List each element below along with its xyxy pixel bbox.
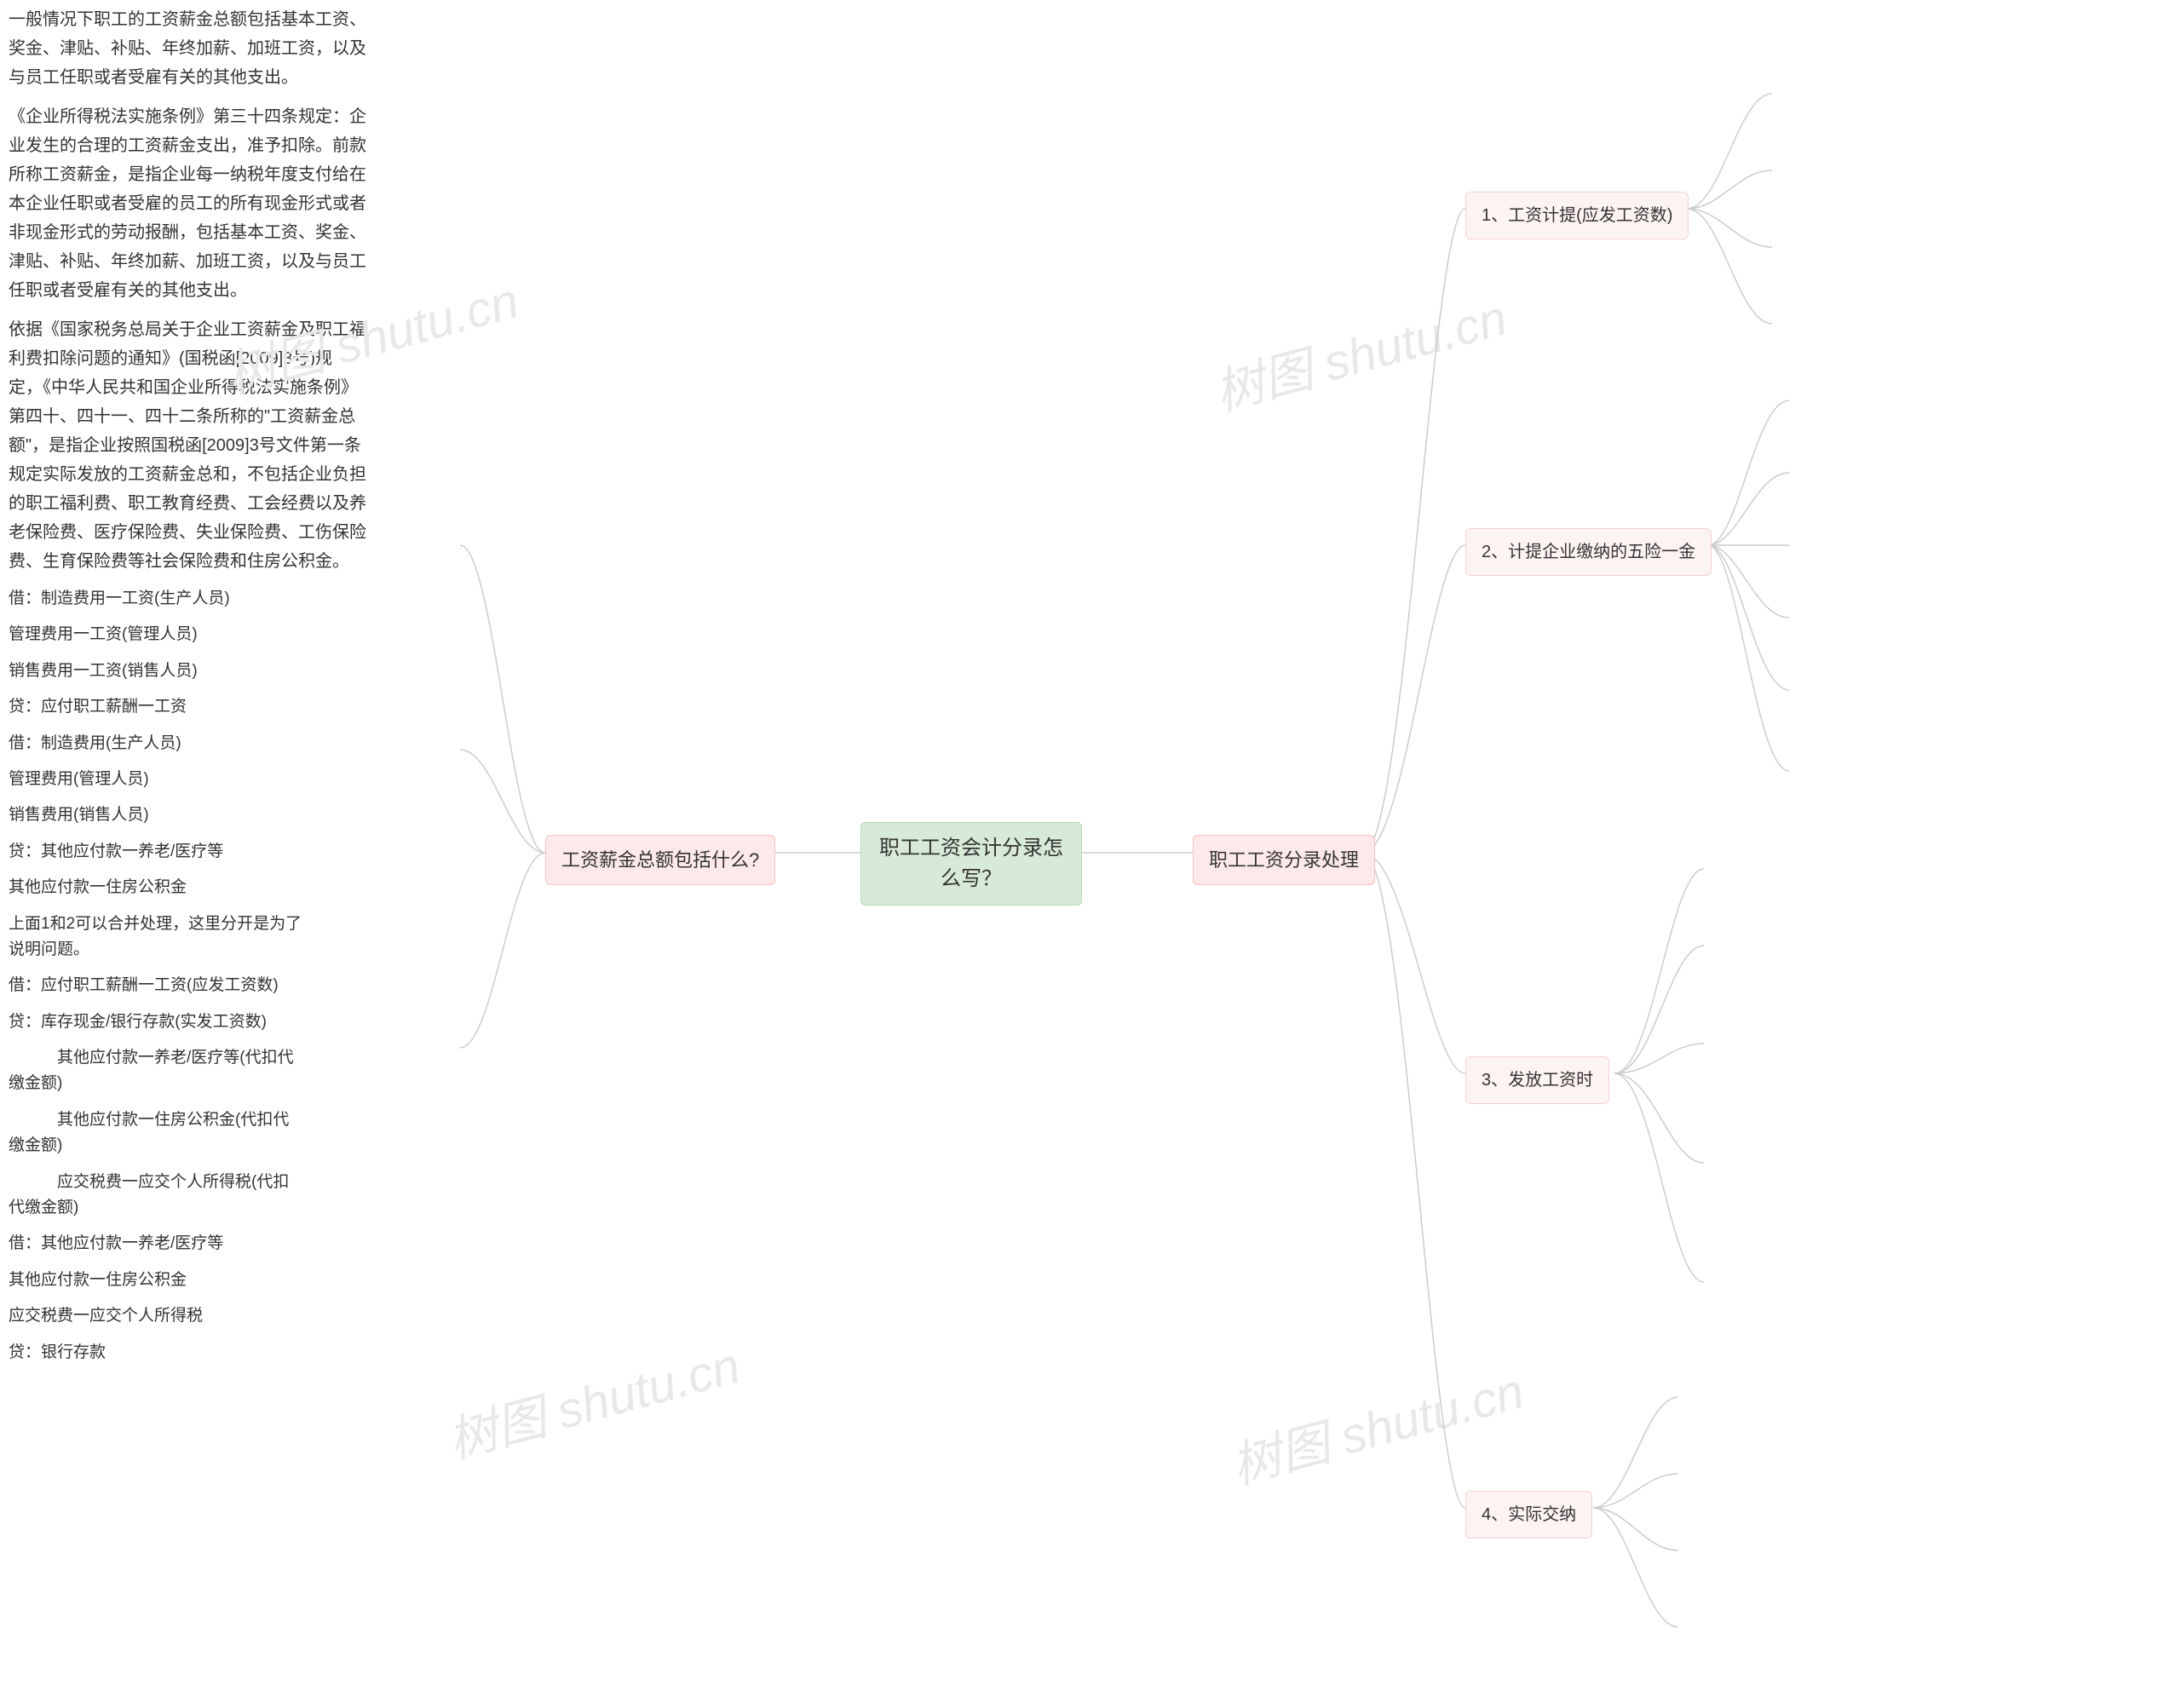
group-3-item-3: 贷：银行存款: [0, 1335, 315, 1371]
group-2-item-4: 应交税费一应交个人所得税(代扣代缴金额): [0, 1165, 307, 1227]
group-0-item-2: 销售费用一工资(销售人员): [0, 653, 315, 689]
left-l1-node[interactable]: 工资薪金总额包括什么?: [545, 835, 775, 885]
group-3-title[interactable]: 4、实际交纳: [1465, 1491, 1592, 1538]
left-para-0: 一般情况下职工的工资薪金总额包括基本工资、奖金、津贴、补贴、年终加薪、加班工资，…: [0, 0, 375, 97]
group-2-item-3: 其他应付款一住房公积金(代扣代缴金额): [0, 1102, 307, 1165]
group-2-title[interactable]: 3、发放工资时: [1465, 1056, 1609, 1104]
group-3-item-0: 借：其他应付款一养老/医疗等: [0, 1226, 315, 1262]
group-1-item-4: 其他应付款一住房公积金: [0, 870, 315, 906]
group-1-item-5: 上面1和2可以合并处理，这里分开是为了说明问题。: [0, 906, 315, 969]
group-1-item-3: 贷：其他应付款一养老/医疗等: [0, 834, 315, 870]
watermark: 树图 shutu.cn: [1223, 1351, 1530, 1498]
left-para-1: 《企业所得税法实施条例》第三十四条规定：企业发生的合理的工资薪金支出，准予扣除。…: [0, 97, 375, 310]
group-1-item-1: 管理费用(管理人员): [0, 762, 315, 797]
group-0-item-3: 贷：应付职工薪酬一工资: [0, 689, 315, 725]
group-2-item-0: 借：应付职工薪酬一工资(应发工资数): [0, 968, 315, 1004]
group-1-title[interactable]: 2、计提企业缴纳的五险一金: [1465, 528, 1712, 576]
watermark: 树图 shutu.cn: [439, 1326, 746, 1472]
group-3-item-1: 其他应付款一住房公积金: [0, 1262, 315, 1298]
group-0-item-0: 借：制造费用一工资(生产人员): [0, 581, 315, 617]
group-1-item-0: 借：制造费用(生产人员): [0, 726, 315, 762]
right-l1-node[interactable]: 职工工资分录处理: [1193, 835, 1375, 885]
watermark: 树图 shutu.cn: [1206, 278, 1513, 424]
group-2-item-2: 其他应付款一养老/医疗等(代扣代缴金额): [0, 1040, 307, 1102]
group-2-item-1: 贷：库存现金/银行存款(实发工资数): [0, 1004, 315, 1040]
left-para-2: 依据《国家税务总局关于企业工资薪金及职工福利费扣除问题的通知》(国税函[2009…: [0, 310, 375, 581]
root-node[interactable]: 职工工资会计分录怎么写？: [860, 822, 1082, 906]
group-1-item-2: 销售费用(销售人员): [0, 797, 315, 833]
group-0-item-1: 管理费用一工资(管理人员): [0, 617, 315, 653]
group-3-item-2: 应交税费一应交个人所得税: [0, 1298, 315, 1334]
group-0-title[interactable]: 1、工资计提(应发工资数): [1465, 192, 1689, 239]
